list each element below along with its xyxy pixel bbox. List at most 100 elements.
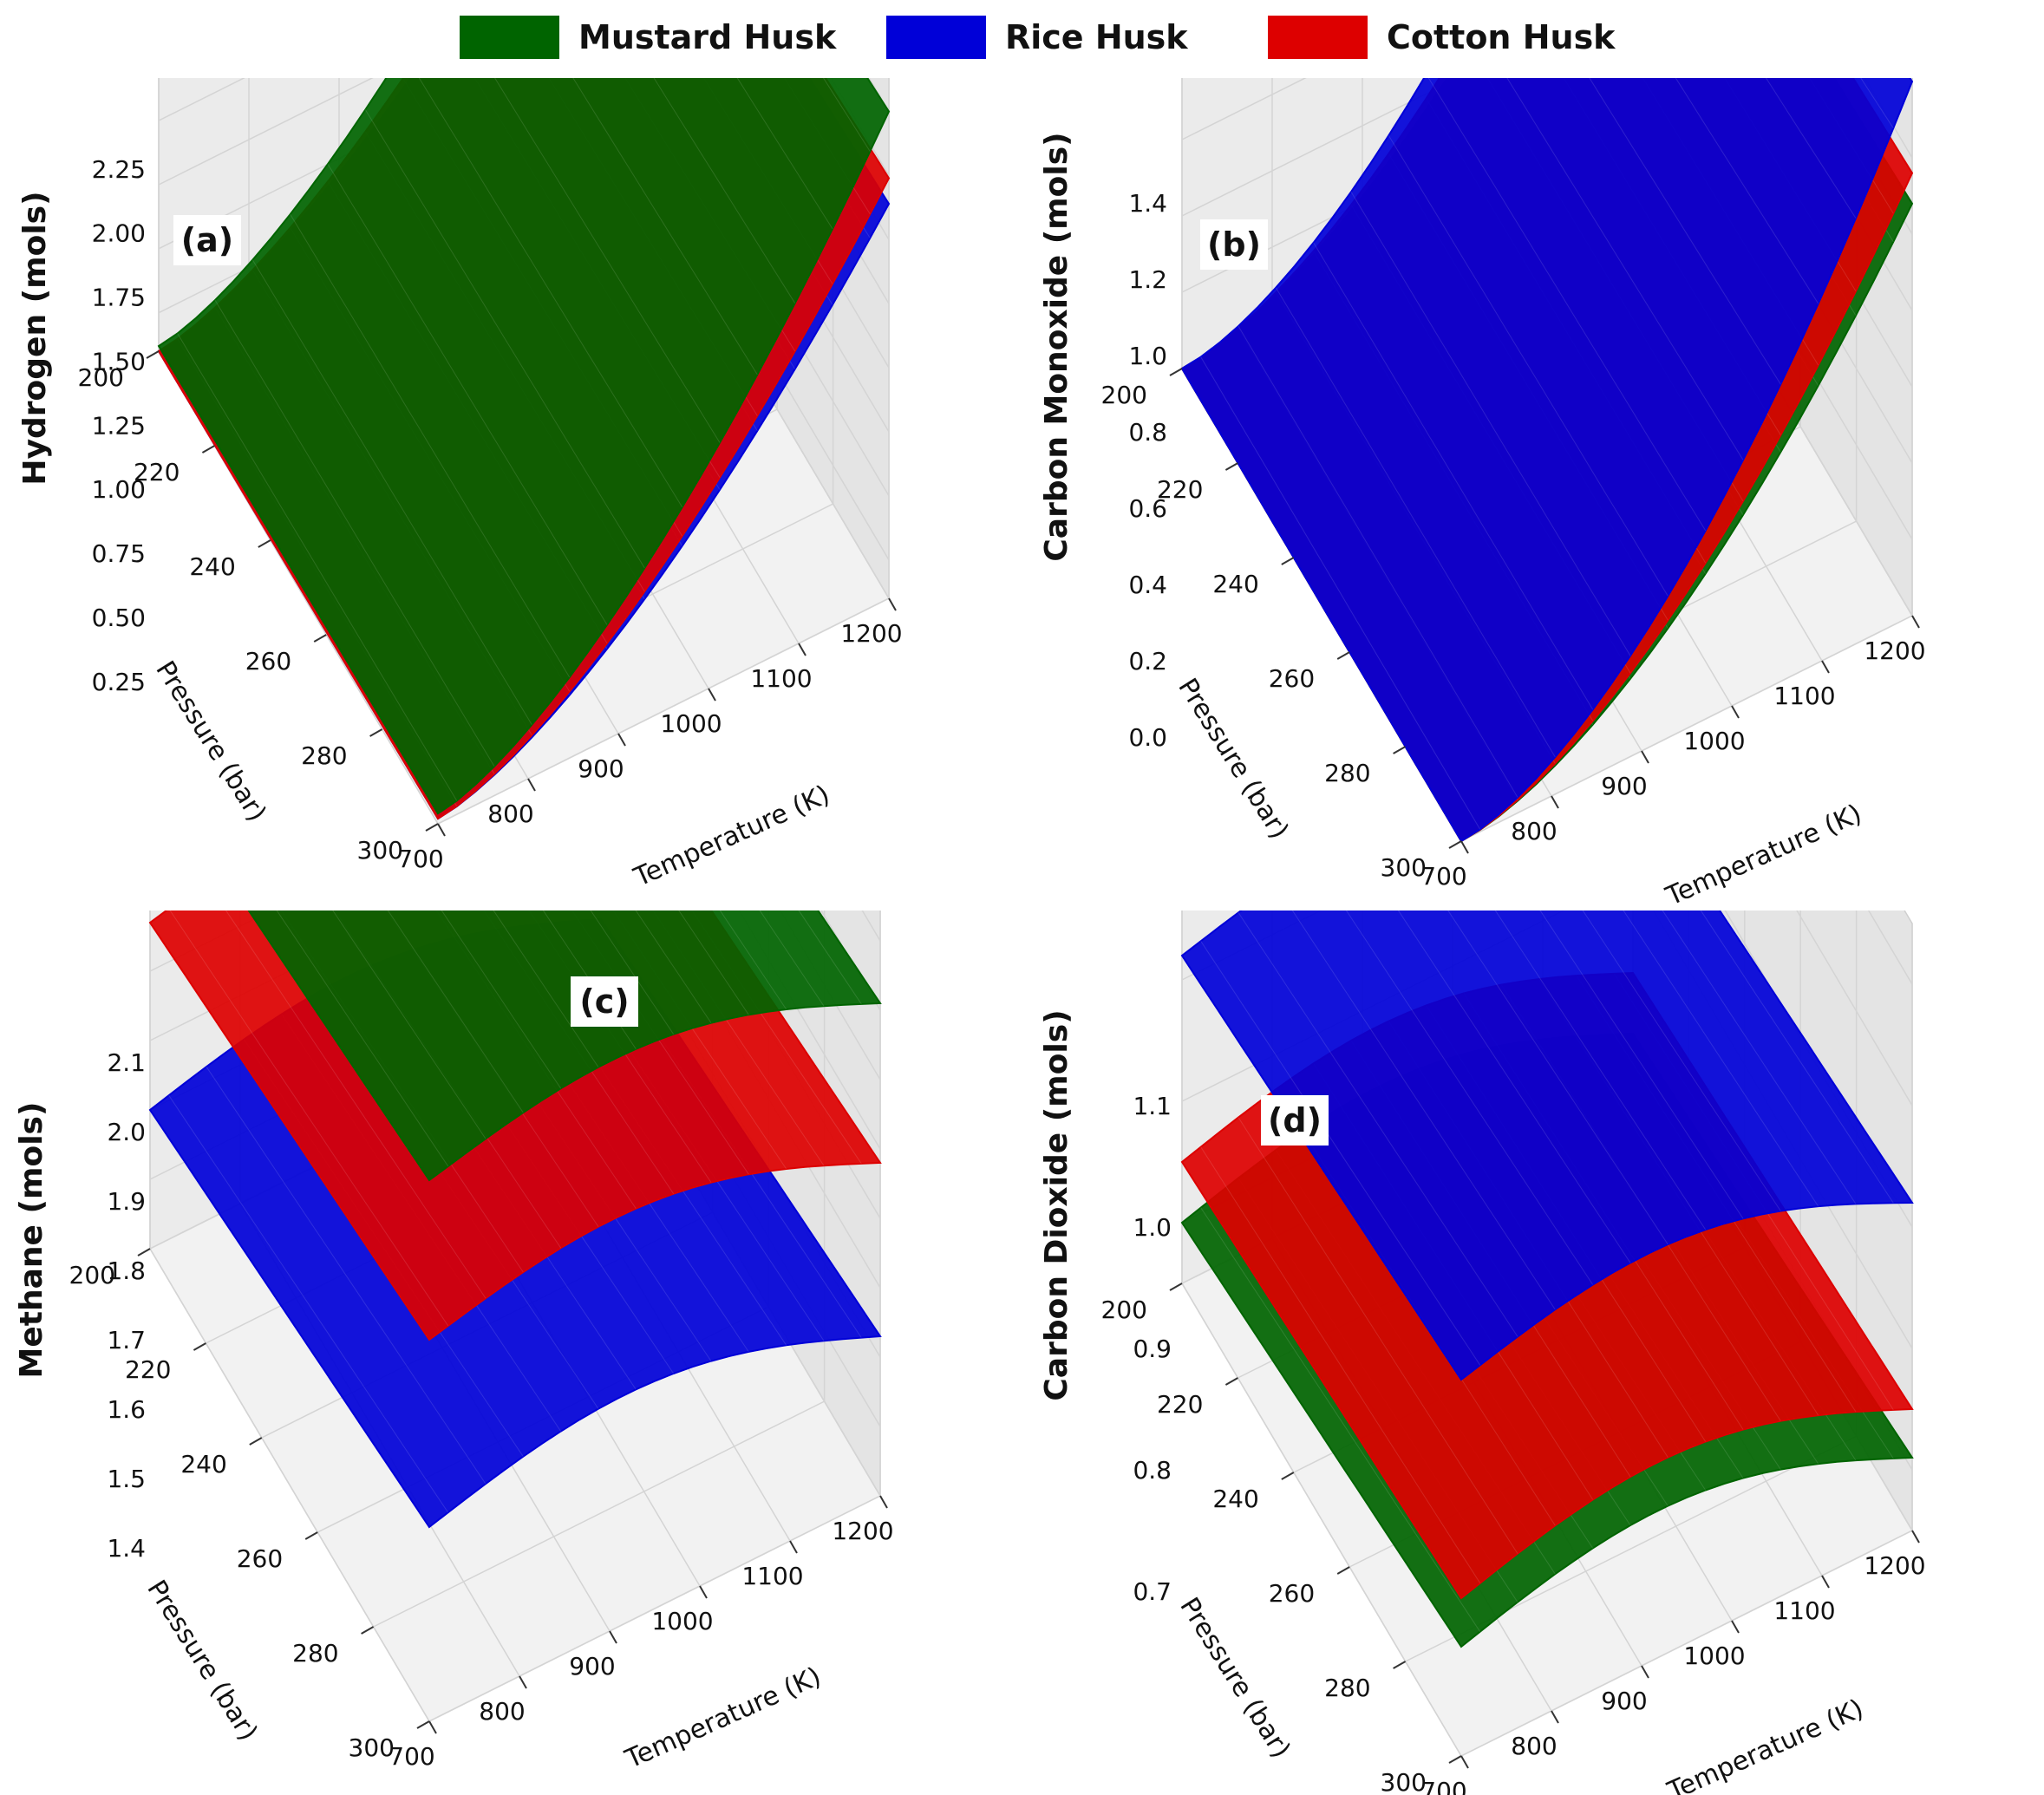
panel-d-mesh-rice-husk — [1662, 911, 1857, 1204]
panel-c-mesh-mustard-husk — [678, 911, 749, 1015]
panel-b-z-tick-label: 1.0 — [1128, 342, 1167, 370]
panel-b-y-tick-mark — [1393, 746, 1407, 754]
panel-a-y-tick-label: 260 — [245, 647, 291, 676]
panel-a-x-tick-mark — [527, 778, 536, 792]
panel-a-surface-mustard-husk — [157, 78, 891, 815]
panel-a-x-tick-mark — [708, 688, 716, 702]
panel-a-y-tick-mark — [146, 350, 160, 359]
panel-a-y-tick-mark — [425, 823, 439, 832]
panel-a-mesh-mustard-husk — [364, 109, 645, 569]
panel-a-z-tick-label: 2.25 — [92, 155, 146, 184]
panel-b-y-tick-label: 220 — [1157, 475, 1203, 504]
panel-a-x-axis-title: Temperature (K) — [629, 780, 834, 893]
panel-a-label-box — [173, 215, 241, 265]
panel-a-y-tick-mark — [201, 445, 215, 454]
panel-c-mesh-cotton-husk — [169, 911, 449, 1327]
panel-d-y-tick-label: 260 — [1269, 1579, 1315, 1608]
panel-b-surface-rice-husk — [1180, 78, 1914, 843]
panel-a-mesh-mustard-husk — [653, 78, 796, 304]
panel-a-mesh-mustard-husk — [822, 78, 871, 152]
panel-b-mesh-rice-husk — [1765, 78, 1857, 219]
panel-c-mesh-mustard-husk — [276, 911, 449, 1167]
panel-c-label-box — [571, 976, 638, 1027]
panel-d-label-box — [1261, 1095, 1329, 1146]
panel-a-x-tick-label: 1200 — [840, 619, 902, 648]
panel-d-y-tick-mark — [1224, 1377, 1238, 1386]
panel-d-y-tick-label: 300 — [1381, 1768, 1427, 1795]
panel-c-y-tick-label: 220 — [125, 1355, 171, 1384]
panel-d-mesh-rice-husk — [1200, 941, 1481, 1366]
panel-d-z-tick-label: 0.9 — [1133, 1335, 1172, 1363]
panel-a-mesh-mustard-husk — [214, 299, 495, 767]
panel-c-y-tick-label: 300 — [349, 1733, 395, 1762]
panel-a-mesh-mustard-husk — [290, 213, 571, 678]
panel-a-mesh-mustard-husk — [251, 259, 532, 725]
panel-a-x-tick-label: 800 — [487, 800, 533, 828]
panel-c-mesh-mustard-husk — [332, 911, 487, 1139]
panel-b-mesh-rice-husk — [1388, 135, 1669, 597]
panel-a-z-tick-label: 0.50 — [92, 604, 146, 632]
panel-a-z-tick-label: 0.75 — [92, 539, 146, 568]
panel-d-y-tick-mark — [1393, 1661, 1407, 1669]
panel-a-y-tick-label: 280 — [301, 741, 347, 770]
panel-d-y-tick-label: 240 — [1212, 1485, 1258, 1513]
panel-d-x-axis-title: Temperature (K) — [1662, 1694, 1868, 1795]
panel-c-label: (c) — [579, 982, 629, 1021]
legend-label-rice-husk: Rice Husk — [1005, 18, 1188, 56]
panel-c-y-tick-label: 240 — [180, 1450, 226, 1478]
panel-c-z-axis-title: Methane (mols) — [14, 1102, 49, 1379]
panel-d-mesh-rice-husk — [1623, 911, 1819, 1207]
legend-label-mustard-husk: Mustard Husk — [578, 18, 837, 56]
panel-b-x-tick-mark — [1460, 840, 1469, 854]
panel-b-x-tick-mark — [1731, 705, 1740, 719]
panel-a-x-tick-mark — [437, 823, 446, 837]
panel-d-mesh-mustard-husk — [1200, 1207, 1481, 1632]
panel-b-y-tick-label: 200 — [1101, 381, 1147, 409]
panel-b-y-tick-mark — [1448, 840, 1462, 849]
panel-b-mesh-rice-husk — [1675, 78, 1819, 304]
panel-d-x-tick-mark — [1460, 1755, 1469, 1769]
panel-d-label: (d) — [1268, 1101, 1322, 1139]
panel-a-x-tick-label: 1000 — [660, 709, 722, 738]
chart-panel-d: 700 800 900 1000 1100 1200 200 220 240 260 280 300 0… — [1039, 911, 1926, 1795]
panel-c-x-tick-label: 800 — [479, 1697, 525, 1726]
panel-d-mesh-cotton-husk — [1200, 1146, 1481, 1583]
panel-a-mesh-mustard-husk — [494, 78, 721, 443]
panel-a-x-tick-mark — [798, 643, 806, 656]
panel-d-y-tick-mark — [1336, 1566, 1350, 1575]
panel-b-x-tick-label: 700 — [1420, 862, 1466, 891]
panel-b-y-tick-mark — [1281, 557, 1295, 565]
panel-a-y-tick-mark — [313, 634, 327, 643]
panel-b-label-box — [1200, 219, 1268, 270]
panel-c-z-tick-label: 1.4 — [107, 1534, 146, 1563]
panel-b-x-tick-label: 800 — [1511, 817, 1557, 845]
panel-a-y-tick-label: 300 — [357, 836, 403, 865]
panel-a-z-axis-title: Hydrogen (mols) — [17, 191, 53, 485]
panel-a-y-tick-label: 240 — [189, 552, 235, 581]
panel-d-y-axis-title: Pressure (bar) — [1173, 1592, 1296, 1763]
panel-c-z-tick-label: 1.8 — [107, 1256, 146, 1285]
panel-d-x-tick-label: 700 — [1420, 1777, 1466, 1795]
panel-b-z-tick-label: 0.0 — [1128, 723, 1167, 752]
panel-a-x-tick-label: 1100 — [750, 664, 812, 693]
legend-swatch-rice-husk — [886, 16, 986, 59]
panel-b-mesh-rice-husk — [1427, 78, 1707, 532]
legend-swatch-cotton-husk — [1268, 16, 1368, 59]
panel-c-z-tick-label: 1.9 — [107, 1187, 146, 1216]
panel-c-z-tick-label: 1.5 — [107, 1465, 146, 1493]
panel-c-mesh-mustard-husk — [759, 911, 825, 1007]
panel-c-mesh-mustard-husk — [590, 911, 675, 1035]
panel-a-y-tick-mark — [369, 728, 383, 737]
panel-c-mesh-mustard-husk — [635, 911, 712, 1023]
panel-c-mesh-rice-husk — [206, 1066, 487, 1485]
panel-c-x-tick-label: 1200 — [832, 1517, 893, 1545]
panel-b-label: (b) — [1207, 225, 1261, 264]
panel-d-x-tick-label: 1100 — [1773, 1596, 1835, 1625]
panel-c-x-tick-mark — [428, 1720, 437, 1734]
panel-c-y-tick-mark — [416, 1720, 430, 1729]
panel-b-x-tick-mark — [1911, 615, 1920, 629]
panel-d-x-tick-mark — [1641, 1665, 1649, 1679]
panel-b-z-tick-label: 0.6 — [1128, 494, 1167, 523]
panel-a-z-tick-label: 1.75 — [92, 284, 146, 312]
panel-d-z-axis-title: Carbon Dioxide (mols) — [1039, 1009, 1074, 1400]
